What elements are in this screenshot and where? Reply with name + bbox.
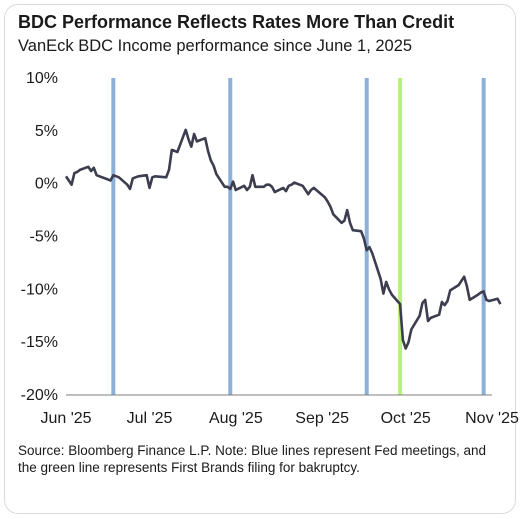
y-tick-label: -5% xyxy=(30,229,58,246)
x-tick-label: Jul '25 xyxy=(127,410,173,427)
series-lines xyxy=(64,128,502,350)
x-tick-label: Oct '25 xyxy=(381,410,431,427)
x-axis-ticks: Jun '25 Jul '25 Aug '25 Sep '25 Oct '25 Nov '… xyxy=(40,410,519,427)
chart-title: BDC Performance Reflects Rates More Than… xyxy=(18,12,455,32)
x-tick-label: Nov '25 xyxy=(465,410,519,427)
y-tick-label: -10% xyxy=(21,281,58,298)
source-note: Source: Bloomberg Finance L.P. Note: Blu… xyxy=(18,443,487,475)
x-tick-label: Sep '25 xyxy=(295,410,349,427)
y-tick-label: -15% xyxy=(21,334,58,351)
chart-subtitle: VanEck BDC Income performance since June… xyxy=(18,37,413,55)
series-line-0 xyxy=(64,128,502,350)
y-tick-label: 0% xyxy=(35,176,58,193)
y-axis-ticks: 10% 5% 0% -5% -10% -15% -20% xyxy=(21,70,58,404)
fed-meeting-markers xyxy=(111,78,486,395)
y-tick-label: 10% xyxy=(26,70,58,87)
x-tick-label: Aug '25 xyxy=(209,410,263,427)
y-tick-label: 5% xyxy=(35,123,58,140)
x-tick-label: Jun '25 xyxy=(40,410,91,427)
y-tick-label: -20% xyxy=(21,387,58,404)
chart-frame xyxy=(4,4,516,514)
